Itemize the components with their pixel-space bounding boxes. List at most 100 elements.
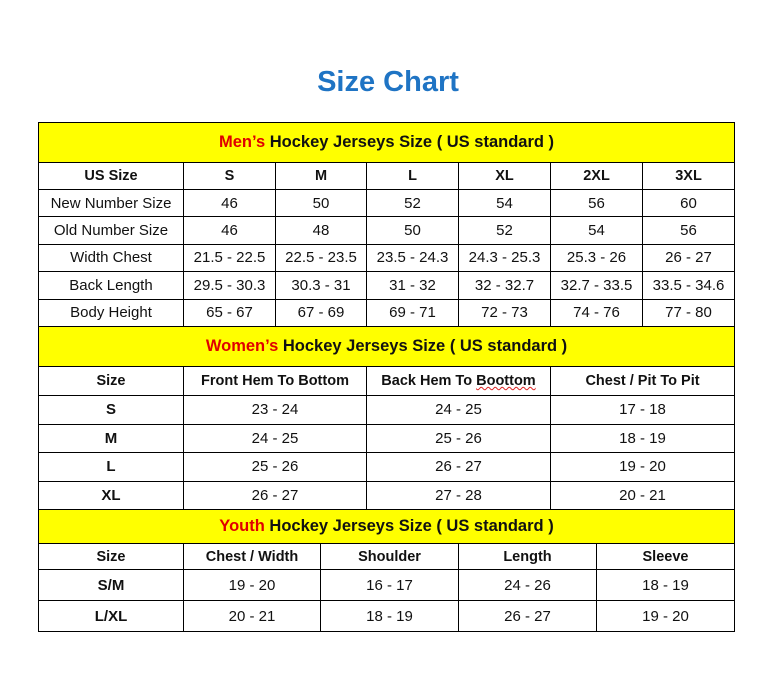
table-cell: 19 - 20	[595, 600, 736, 632]
header-text: Hockey Jerseys Size ( US standard )	[265, 133, 555, 151]
header-prefix: Men’s	[219, 133, 266, 151]
table-cell: 72 - 73	[458, 298, 551, 327]
table-cell: 18 - 19	[549, 423, 736, 453]
table-cell: 20 - 21	[183, 600, 321, 632]
header-prefix: Women’s	[205, 337, 279, 355]
row-label: L/XL	[38, 600, 184, 632]
row-label: Width Chest	[38, 243, 184, 273]
table-cell: 24 - 26	[458, 569, 597, 601]
row-label: S	[38, 395, 184, 425]
table-cell: 18 - 19	[595, 569, 736, 601]
row-label: XL	[38, 480, 184, 510]
table-cell: 31 - 32	[366, 271, 459, 300]
youth-size-table: Youth Hockey Jerseys Size ( US standard …	[37, 509, 736, 632]
table-cell: 30.3 - 31	[275, 271, 367, 300]
row-label: M	[38, 423, 184, 453]
column-header: Sleeve	[595, 543, 736, 570]
table-cell: 23.5 - 24.3	[366, 243, 459, 273]
column-header: 3XL	[641, 162, 736, 190]
table-cell: 27 - 28	[366, 480, 551, 510]
table-cell: 54	[458, 188, 551, 218]
table-cell: 50	[366, 216, 459, 245]
row-label: L	[38, 452, 184, 482]
header-prefix: Youth	[219, 517, 265, 535]
row-label: S/M	[38, 569, 184, 601]
table-cell: 23 - 24	[183, 395, 367, 425]
table-cell: 65 - 67	[183, 298, 276, 327]
youth-section-header: Youth Hockey Jerseys Size ( US standard …	[37, 509, 736, 544]
table-cell: 52	[458, 216, 551, 245]
table-row: Back Length 29.5 - 30.3 30.3 - 31 31 - 32 32…	[38, 271, 736, 300]
table-row: S 23 - 24 24 - 25 17 - 18	[38, 395, 736, 425]
table-cell: 50	[275, 188, 367, 218]
table-row: Width Chest 21.5 - 22.5 22.5 - 23.5 23.5 - …	[38, 243, 736, 273]
table-cell: 24 - 25	[183, 423, 367, 453]
table-cell: 60	[641, 188, 736, 218]
column-header: US Size	[38, 162, 184, 190]
column-header: Back Hem To Boottom	[366, 366, 551, 396]
column-header: Size	[38, 366, 184, 396]
row-label: Back Length	[38, 271, 184, 300]
table-cell: 17 - 18	[549, 395, 736, 425]
table-cell: 19 - 20	[549, 452, 736, 482]
table-cell: 52	[366, 188, 459, 218]
column-header: Front Hem To Bottom	[183, 366, 367, 396]
table-cell: 46	[183, 188, 276, 218]
column-header: S	[183, 162, 276, 190]
table-cell: 54	[550, 216, 643, 245]
table-cell: 56	[641, 216, 736, 245]
column-header: Chest / Width	[183, 543, 321, 570]
table-row: Body Height 65 - 67 67 - 69 69 - 71 72 - 73 7…	[38, 298, 736, 327]
table-cell: 21.5 - 22.5	[183, 243, 276, 273]
table-cell: 69 - 71	[366, 298, 459, 327]
column-header: XL	[458, 162, 551, 190]
column-header: L	[366, 162, 459, 190]
column-header: 2XL	[550, 162, 643, 190]
row-label: Old Number Size	[38, 216, 184, 245]
table-cell: 25.3 - 26	[550, 243, 643, 273]
table-cell: 74 - 76	[550, 298, 643, 327]
header-text: Hockey Jerseys Size ( US standard )	[264, 517, 554, 535]
table-cell: 16 - 17	[320, 569, 459, 601]
table-cell: 77 - 80	[641, 298, 736, 327]
row-label: Body Height	[38, 298, 184, 327]
table-cell: 26 - 27	[366, 452, 551, 482]
table-cell: 26 - 27	[458, 600, 597, 632]
table-row: S/M 19 - 20 16 - 17 24 - 26 18 - 19	[38, 569, 736, 601]
table-row: New Number Size 46 50 52 54 56 60	[38, 188, 736, 218]
table-cell: 25 - 26	[366, 423, 551, 453]
column-header: Size	[38, 543, 184, 570]
table-cell: 24.3 - 25.3	[458, 243, 551, 273]
table-row: L/XL 20 - 21 18 - 19 26 - 27 19 - 20	[38, 600, 736, 632]
column-header: Chest / Pit To Pit	[549, 366, 736, 396]
page-title: Size Chart	[317, 66, 459, 98]
table-cell: 56	[550, 188, 643, 218]
table-cell: 26 - 27	[183, 480, 367, 510]
table-row: L 25 - 26 26 - 27 19 - 20	[38, 452, 736, 482]
table-cell: 18 - 19	[320, 600, 459, 632]
table-cell: 25 - 26	[183, 452, 367, 482]
women-size-table: Women’s Hockey Jerseys Size ( US standar…	[37, 326, 736, 510]
table-row: Old Number Size 46 48 50 52 54 56	[38, 216, 736, 245]
table-cell: 19 - 20	[183, 569, 321, 601]
table-cell: 24 - 25	[366, 395, 551, 425]
column-header: Length	[458, 543, 597, 570]
women-section-header: Women’s Hockey Jerseys Size ( US standar…	[37, 326, 736, 367]
table-cell: 29.5 - 30.3	[183, 271, 276, 300]
table-cell: 67 - 69	[275, 298, 367, 327]
table-row: XL 26 - 27 27 - 28 20 - 21	[38, 480, 736, 510]
men-section-header: Men’s Hockey Jerseys Size ( US standard …	[37, 122, 736, 163]
table-cell: 26 - 27	[641, 243, 736, 273]
table-cell: 32.7 - 33.5	[550, 271, 643, 300]
table-cell: 46	[183, 216, 276, 245]
row-label: New Number Size	[38, 188, 184, 218]
men-size-table: Men’s Hockey Jerseys Size ( US standard …	[37, 122, 736, 327]
table-cell: 48	[275, 216, 367, 245]
table-cell: 33.5 - 34.6	[641, 271, 736, 300]
table-cell: 20 - 21	[549, 480, 736, 510]
column-header: M	[275, 162, 367, 190]
header-text: Hockey Jerseys Size ( US standard )	[278, 337, 568, 355]
table-cell: 22.5 - 23.5	[275, 243, 367, 273]
table-cell: 32 - 32.7	[458, 271, 551, 300]
table-row: M 24 - 25 25 - 26 18 - 19	[38, 423, 736, 453]
